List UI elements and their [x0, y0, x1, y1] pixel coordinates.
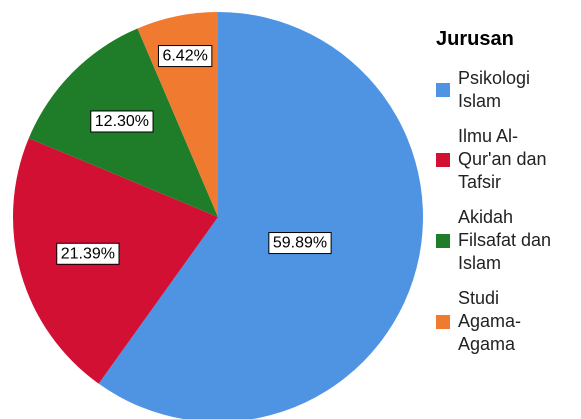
- legend-label: Psikologi Islam: [458, 68, 531, 111]
- legend-swatch: [436, 233, 450, 248]
- legend-entry: Psikologi Islam: [436, 67, 581, 113]
- legend-label: Studi Agama-Agama: [458, 288, 522, 354]
- data-label: 59.89%: [273, 235, 327, 252]
- legend-title: Jurusan: [436, 28, 514, 50]
- data-label: 6.42%: [162, 48, 207, 65]
- legend-swatch: [436, 152, 450, 167]
- legend-label: Akidah Filsafat dan Islam: [458, 207, 552, 273]
- legend-entry: Ilmu Al-Qur'an dan Tafsir: [436, 125, 581, 194]
- data-label-box: [268, 232, 332, 255]
- pie-chart: 59.89% 21.39% 12.30% 6.42%: [12, 12, 423, 419]
- data-label-box: [157, 45, 213, 68]
- pie-slice: [98, 12, 423, 419]
- legend-swatch: [436, 314, 450, 329]
- legend: Jurusan Psikologi Islam Ilmu Al-Qur'an da…: [436, 28, 581, 368]
- data-label: 12.30%: [95, 113, 149, 130]
- data-label-box: [90, 110, 154, 133]
- data-label: 21.39%: [61, 245, 115, 262]
- legend-swatch: [436, 83, 450, 97]
- data-label-box: [56, 242, 120, 265]
- legend-entry: Akidah Filsafat dan Islam: [436, 206, 581, 275]
- legend-entry: Studi Agama-Agama: [436, 287, 581, 356]
- legend-label: Ilmu Al-Qur'an dan Tafsir: [458, 126, 547, 192]
